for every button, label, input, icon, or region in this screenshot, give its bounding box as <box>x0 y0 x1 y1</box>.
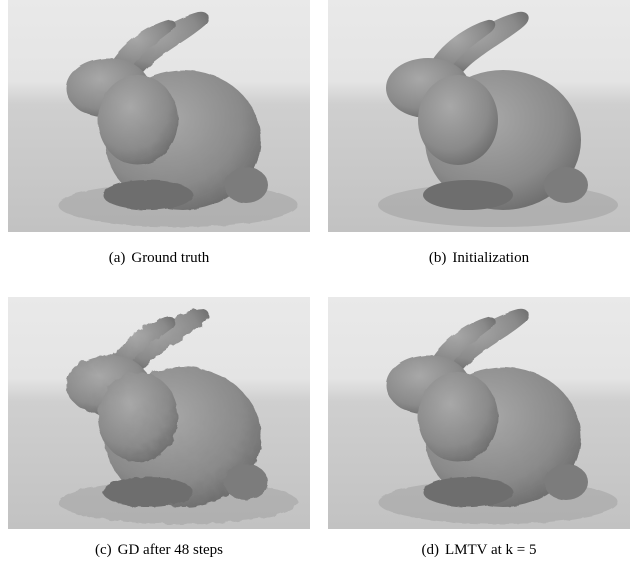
caption-text: LMTV at k = 5 <box>445 542 537 558</box>
caption-text: Initialization <box>452 250 529 266</box>
caption-text: Ground truth <box>131 250 209 266</box>
caption-text: GD after 48 steps <box>118 542 223 558</box>
caption: (d) LMTV at k = 5 <box>328 542 630 559</box>
caption: (b) Initialization <box>328 250 630 267</box>
caption: (a) Ground truth <box>8 250 310 267</box>
caption: (c) GD after 48 steps <box>8 542 310 559</box>
image-initialization <box>328 0 630 232</box>
caption-label: (d) <box>421 542 439 558</box>
caption-label: (b) <box>429 250 447 266</box>
caption-label: (a) <box>109 250 126 266</box>
caption-label: (c) <box>95 542 112 558</box>
image-gd <box>8 297 310 529</box>
image-ground-truth <box>8 0 310 232</box>
figure: (a) Ground truth (b) Initialization (c) GD … <box>0 0 637 565</box>
image-lmtv <box>328 297 630 529</box>
